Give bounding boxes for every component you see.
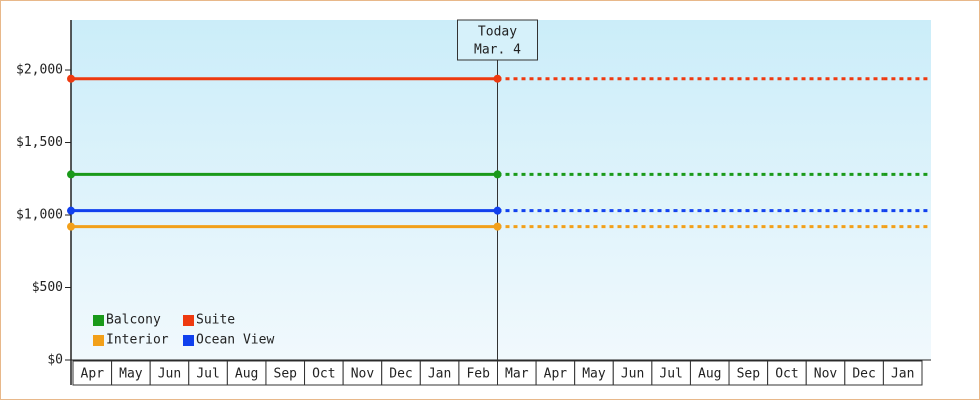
x-tick-label: Jan — [428, 367, 451, 382]
point — [493, 206, 502, 215]
x-tick-label: Jun — [158, 367, 181, 382]
x-tick-label: Jan — [891, 367, 914, 382]
y-tick-label: $0 — [47, 353, 63, 368]
x-tick-label: Sep — [274, 367, 298, 382]
x-cell — [188, 360, 228, 386]
y-tick-label: $1,500 — [16, 135, 63, 150]
x-cell — [226, 360, 267, 386]
x-tick-label: Jun — [621, 367, 644, 382]
x-tick-label: Nov — [351, 367, 375, 382]
x-cell — [767, 360, 807, 386]
plot-area — [71, 20, 931, 360]
x-tick-label: Dec — [389, 367, 412, 382]
x-cell — [72, 360, 113, 386]
x-tick-label: Aug — [235, 367, 258, 382]
x-cell — [651, 360, 691, 386]
x-cell — [535, 360, 576, 386]
point — [493, 74, 502, 83]
x-tick-label: Nov — [814, 367, 838, 382]
today-date: Mar. 4 — [474, 43, 521, 58]
legend-label: Ocean View — [196, 333, 274, 348]
x-cell — [497, 360, 537, 386]
x-tick-label: Apr — [544, 367, 568, 382]
x-cell — [419, 360, 460, 386]
today-label: Today — [478, 25, 517, 40]
x-tick-label: Dec — [852, 367, 875, 382]
legend-swatch — [183, 335, 194, 346]
legend-swatch — [93, 335, 104, 346]
legend-label: Interior — [106, 333, 169, 348]
x-tick-label: Jul — [196, 367, 219, 382]
x-cell — [728, 360, 769, 386]
point — [493, 170, 502, 179]
x-tick-label: Sep — [737, 367, 761, 382]
today-box — [457, 19, 538, 61]
x-tick-label: Jul — [659, 367, 682, 382]
x-cell — [882, 360, 923, 386]
y-tick-label: $1,000 — [16, 208, 63, 223]
x-tick-label: Oct — [775, 367, 798, 382]
x-tick-label: Feb — [466, 367, 490, 382]
legend-swatch — [183, 315, 194, 326]
point — [67, 74, 75, 83]
point — [67, 170, 75, 179]
x-tick-label: Mar — [505, 367, 529, 382]
y-tick-label: $500 — [32, 280, 63, 295]
x-cell — [805, 360, 846, 386]
x-cell — [612, 360, 653, 386]
x-cell — [111, 360, 151, 386]
point — [67, 222, 75, 231]
x-cell — [342, 360, 383, 386]
x-tick-label: Aug — [698, 367, 721, 382]
legend-label: Balcony — [106, 313, 161, 328]
x-tick-label: Oct — [312, 367, 335, 382]
point — [67, 206, 75, 215]
x-cell — [149, 360, 190, 386]
x-tick-label: May — [582, 367, 606, 382]
legend-swatch — [93, 315, 104, 326]
x-cell — [844, 360, 884, 386]
legend-label: Suite — [196, 313, 235, 328]
point — [493, 222, 502, 231]
y-tick-label: $2,000 — [16, 63, 63, 78]
x-tick-label: May — [119, 367, 143, 382]
x-tick-label: Apr — [81, 367, 105, 382]
